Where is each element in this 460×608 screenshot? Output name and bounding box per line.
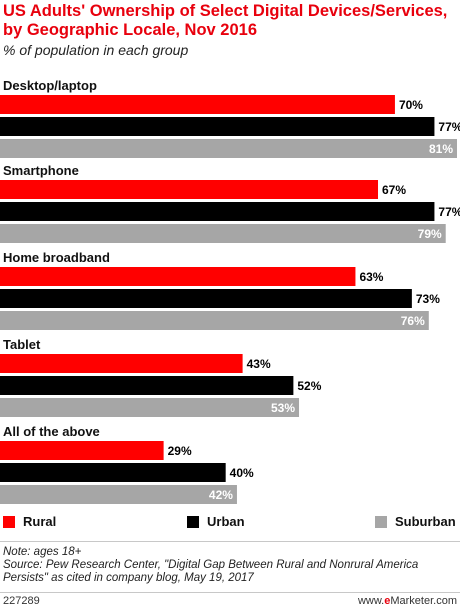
- bar-suburban-4: [0, 485, 237, 504]
- chart-title: US Adults' Ownership of Select Digital D…: [3, 2, 448, 39]
- bar-suburban-2: [0, 311, 429, 330]
- bar-suburban-1: [0, 224, 446, 243]
- category-label-tablet: Tablet: [3, 337, 41, 352]
- value-label-suburban-0: 81%: [429, 142, 453, 156]
- bar-rural-1: [0, 180, 379, 199]
- legend-item-rural: Rural: [3, 514, 56, 529]
- value-label-urban-1: 77%: [438, 205, 460, 219]
- footer: 227289 www.eMarketer.com: [0, 595, 460, 608]
- bar-urban-2: [0, 289, 412, 308]
- divider-top: [0, 541, 460, 542]
- legend-label-urban: Urban: [207, 514, 245, 529]
- bar-rural-0: [0, 95, 395, 114]
- value-label-suburban-1: 79%: [418, 227, 442, 241]
- brand-link[interactable]: www.eMarketer.com: [358, 595, 457, 607]
- value-label-rural-2: 63%: [359, 270, 383, 284]
- value-label-rural-4: 29%: [168, 444, 192, 458]
- legend-item-suburban: Suburban: [375, 514, 456, 529]
- value-label-urban-4: 40%: [230, 466, 254, 480]
- bar-urban-3: [0, 376, 294, 395]
- bar-urban-0: [0, 117, 435, 136]
- category-label-desktop-laptop: Desktop/laptop: [3, 78, 97, 93]
- value-label-urban-0: 77%: [438, 120, 460, 134]
- bar-urban-4: [0, 463, 226, 482]
- bar-rural-4: [0, 441, 164, 460]
- legend-swatch-urban: [187, 515, 199, 528]
- chart-subtitle: % of population in each group: [3, 42, 189, 58]
- brand-e: e: [384, 595, 391, 607]
- bar-urban-1: [0, 202, 435, 221]
- legend-item-urban: Urban: [187, 514, 245, 529]
- legend-label-rural: Rural: [23, 514, 57, 529]
- category-label-all-of-the-above: All of the above: [3, 424, 100, 439]
- divider-bottom: [0, 592, 460, 593]
- category-label-smartphone: Smartphone: [3, 163, 79, 178]
- source-text: Source: Pew Research Center, "Digital Ga…: [3, 559, 419, 584]
- brand-prefix: www.: [357, 595, 385, 607]
- value-label-suburban-3: 53%: [271, 401, 295, 415]
- note-text: Note: ages 18+: [3, 546, 82, 558]
- bar-suburban-0: [0, 139, 457, 158]
- value-label-suburban-2: 76%: [401, 314, 425, 328]
- brand-suffix: Marketer.com: [390, 595, 457, 607]
- legend-swatch-rural: [3, 515, 15, 528]
- value-label-rural-0: 70%: [399, 98, 423, 112]
- value-label-urban-2: 73%: [416, 292, 440, 306]
- bar-suburban-3: [0, 398, 300, 417]
- legend: Rural Urban Suburban: [0, 514, 460, 534]
- bar-rural-3: [0, 354, 243, 373]
- bar-chart: Desktop/laptop 70% 77% 81% Smartphone 67% 77% 7…: [0, 78, 460, 504]
- category-label-home-broadband: Home broadband: [3, 250, 110, 265]
- chart-id: 227289: [3, 595, 40, 607]
- value-label-rural-3: 43%: [247, 357, 271, 371]
- value-label-urban-3: 52%: [297, 379, 321, 393]
- legend-swatch-suburban: [375, 515, 387, 528]
- value-label-suburban-4: 42%: [209, 488, 233, 502]
- notes: Note: ages 18+ Source: Pew Research Cent…: [3, 546, 458, 585]
- value-label-rural-1: 67%: [382, 183, 406, 197]
- legend-label-suburban: Suburban: [395, 514, 456, 529]
- bar-rural-2: [0, 267, 356, 286]
